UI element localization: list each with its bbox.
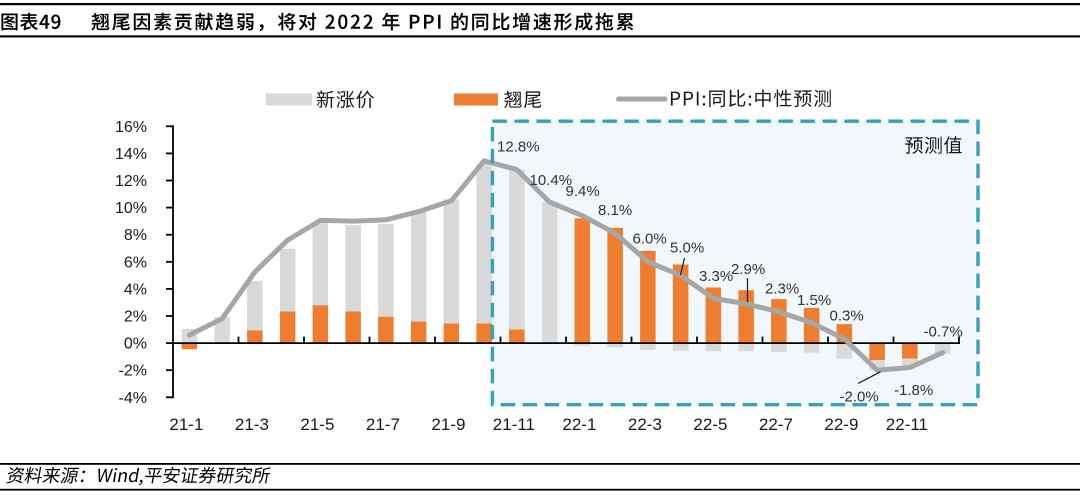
svg-text:12.8%: 12.8% [497,139,540,156]
svg-text:21-5: 21-5 [300,415,334,434]
svg-text:8%: 8% [124,227,147,244]
svg-text:2.9%: 2.9% [731,261,765,278]
svg-text:-2.0%: -2.0% [840,389,879,406]
svg-text:16%: 16% [115,119,147,136]
svg-text:21-9: 21-9 [431,415,465,434]
svg-text:3.3%: 3.3% [699,268,733,285]
svg-text:22-7: 22-7 [759,415,793,434]
svg-text:6.0%: 6.0% [633,231,667,248]
svg-text:1.5%: 1.5% [797,292,831,309]
svg-text:22-9: 22-9 [824,415,858,434]
svg-text:21-1: 21-1 [169,415,203,434]
svg-text:22-3: 22-3 [628,415,662,434]
svg-text:5.0%: 5.0% [670,240,704,257]
svg-text:8.1%: 8.1% [598,202,632,219]
svg-text:10.4%: 10.4% [530,172,573,189]
svg-text:21-7: 21-7 [366,415,400,434]
svg-text:0%: 0% [124,336,147,353]
svg-text:-0.7%: -0.7% [924,324,963,341]
svg-text:22-1: 22-1 [562,415,596,434]
svg-text:-2%: -2% [119,363,147,380]
svg-text:22-5: 22-5 [693,415,727,434]
svg-text:2%: 2% [124,309,147,326]
svg-text:12%: 12% [115,173,147,190]
svg-text:21-3: 21-3 [235,415,269,434]
svg-text:22-11: 22-11 [886,415,928,434]
svg-text:9.4%: 9.4% [566,183,600,200]
svg-text:-1.8%: -1.8% [894,382,933,399]
svg-text:21-11: 21-11 [493,415,535,434]
svg-text:2.3%: 2.3% [765,281,799,298]
svg-text:10%: 10% [115,200,147,217]
svg-text:4%: 4% [124,281,147,298]
svg-text:0.3%: 0.3% [830,308,864,325]
svg-text:-4%: -4% [119,390,147,407]
svg-text:14%: 14% [115,146,147,163]
svg-text:6%: 6% [124,254,147,271]
